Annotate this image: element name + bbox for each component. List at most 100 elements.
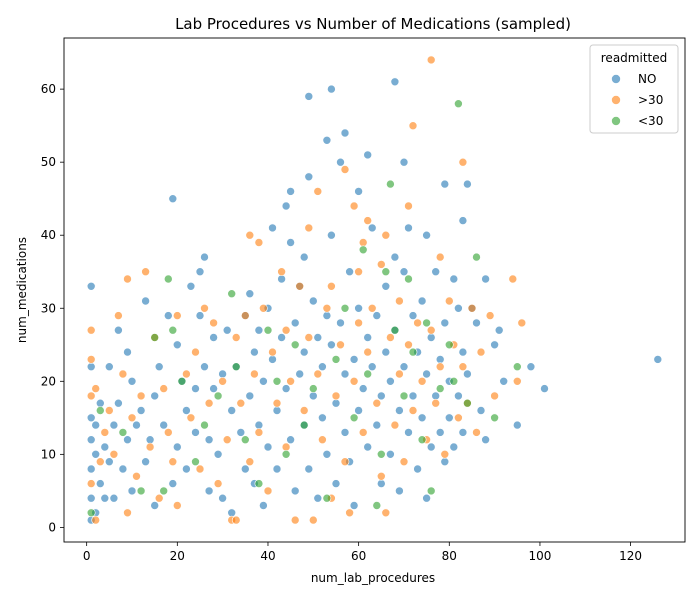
point-s1-5 bbox=[91, 384, 100, 393]
point-s1-3 bbox=[86, 479, 96, 488]
point-s1-11 bbox=[118, 369, 128, 379]
point-s2-16 bbox=[263, 325, 273, 335]
point-s0-130 bbox=[381, 281, 391, 291]
point-s0-12 bbox=[100, 493, 110, 503]
point-s2-13 bbox=[231, 362, 241, 372]
point-s1-32 bbox=[209, 318, 218, 328]
point-s2-4 bbox=[150, 333, 159, 342]
point-s0-169 bbox=[458, 347, 468, 357]
point-s1-55 bbox=[295, 281, 305, 291]
point-s0-56 bbox=[222, 325, 232, 335]
point-s1-33 bbox=[213, 479, 223, 488]
point-s1-14 bbox=[127, 413, 137, 423]
point-s1-59 bbox=[308, 515, 318, 525]
point-s1-4 bbox=[91, 515, 100, 525]
point-s0-55 bbox=[218, 493, 227, 503]
point-s0-180 bbox=[499, 376, 509, 386]
point-s1-50 bbox=[277, 267, 286, 277]
point-s0-124 bbox=[367, 223, 377, 233]
point-s0-137 bbox=[395, 406, 404, 415]
point-s1-98 bbox=[426, 325, 436, 335]
point-s1-49 bbox=[272, 398, 282, 408]
point-s2-3 bbox=[136, 486, 146, 496]
point-s2-42 bbox=[454, 99, 463, 108]
point-s0-63 bbox=[245, 391, 255, 401]
point-s0-166 bbox=[454, 303, 463, 313]
point-s2-44 bbox=[472, 252, 481, 262]
point-s1-30 bbox=[200, 303, 209, 313]
point-s1-73 bbox=[354, 267, 363, 277]
point-s0-35 bbox=[168, 194, 178, 203]
point-s0-108 bbox=[336, 157, 345, 167]
point-s0-79 bbox=[281, 201, 291, 211]
point-s1-44 bbox=[254, 238, 264, 247]
point-s0-0 bbox=[86, 281, 96, 291]
point-s0-104 bbox=[327, 230, 336, 240]
point-s0-167 bbox=[454, 391, 463, 401]
point-s1-111 bbox=[476, 347, 486, 357]
point-s0-77 bbox=[277, 333, 286, 342]
point-s0-160 bbox=[440, 318, 450, 328]
point-s1-21 bbox=[159, 384, 168, 393]
point-s1-90 bbox=[404, 201, 413, 211]
x-tick-label-0: 0 bbox=[83, 549, 91, 563]
point-s1-68 bbox=[340, 165, 350, 174]
point-s0-105 bbox=[327, 340, 336, 350]
point-s0-171 bbox=[463, 179, 472, 189]
point-s0-177 bbox=[481, 435, 490, 445]
point-s0-47 bbox=[200, 252, 209, 262]
point-s0-182 bbox=[526, 362, 536, 372]
x-tick-label-6: 120 bbox=[619, 549, 642, 563]
point-s0-109 bbox=[336, 318, 345, 328]
point-s1-103 bbox=[444, 296, 454, 306]
point-s0-95 bbox=[308, 391, 318, 401]
point-s0-94 bbox=[308, 296, 318, 306]
point-s0-83 bbox=[286, 435, 295, 445]
point-s0-19 bbox=[114, 398, 123, 408]
point-s0-148 bbox=[417, 296, 427, 306]
point-s0-122 bbox=[363, 333, 373, 342]
point-s0-85 bbox=[290, 486, 300, 496]
point-s0-80 bbox=[281, 384, 291, 393]
x-axis-ticks: 0 20 40 60 80 100 120 bbox=[83, 542, 642, 563]
point-s1-87 bbox=[395, 296, 404, 306]
point-s2-29 bbox=[376, 449, 386, 459]
point-s0-183 bbox=[540, 384, 549, 393]
point-s0-140 bbox=[399, 267, 409, 277]
point-s0-153 bbox=[426, 333, 436, 342]
y-tick-label-3: 30 bbox=[41, 301, 56, 315]
point-s1-86 bbox=[390, 420, 400, 430]
point-s0-107 bbox=[331, 479, 341, 488]
point-s0-81 bbox=[286, 238, 295, 247]
point-s1-46 bbox=[259, 303, 268, 313]
point-s2-8 bbox=[177, 376, 187, 386]
point-s0-60 bbox=[236, 428, 246, 437]
point-s0-5 bbox=[86, 413, 96, 423]
point-s0-126 bbox=[372, 311, 382, 320]
y-tick-label-4: 40 bbox=[41, 228, 56, 242]
point-s0-9 bbox=[91, 420, 100, 430]
point-s0-161 bbox=[440, 457, 450, 467]
point-s1-25 bbox=[173, 501, 182, 510]
point-s1-99 bbox=[431, 398, 441, 408]
point-s1-76 bbox=[358, 428, 368, 437]
point-s1-29 bbox=[195, 464, 205, 474]
point-s1-56 bbox=[299, 406, 309, 415]
point-s0-117 bbox=[354, 187, 363, 196]
point-s0-67 bbox=[254, 420, 264, 430]
point-s0-127 bbox=[372, 420, 382, 430]
point-s1-66 bbox=[331, 391, 341, 401]
point-s1-27 bbox=[186, 413, 196, 423]
point-s0-103 bbox=[327, 84, 336, 94]
point-s0-24 bbox=[127, 486, 137, 496]
point-s2-15 bbox=[254, 479, 264, 488]
point-s0-125 bbox=[367, 362, 377, 372]
point-s1-28 bbox=[191, 347, 200, 357]
point-s0-84 bbox=[290, 318, 300, 328]
point-s0-27 bbox=[141, 296, 150, 306]
point-s0-21 bbox=[123, 435, 132, 445]
point-s1-1 bbox=[86, 355, 96, 364]
point-s2-37 bbox=[422, 318, 431, 328]
point-s1-15 bbox=[132, 471, 141, 481]
point-s1-23 bbox=[168, 457, 178, 467]
